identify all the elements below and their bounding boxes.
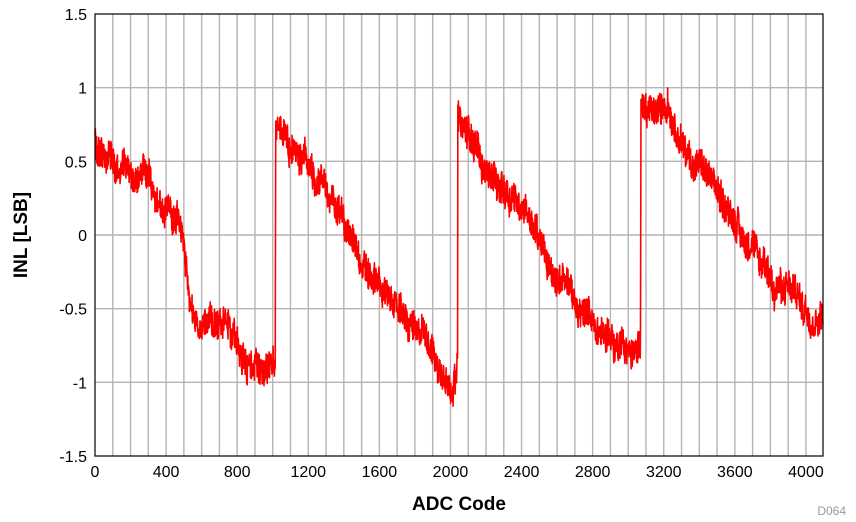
y-tick-label: 0 [78, 228, 87, 245]
x-tick-label: 3200 [646, 464, 682, 481]
x-axis-title: ADC Code [412, 494, 506, 515]
major-grid [95, 86, 823, 384]
x-tick-label: 0 [91, 464, 100, 481]
y-tick-label: 0.5 [65, 154, 87, 171]
inl-series-line-0 [94, 87, 824, 407]
x-tick-label: 800 [224, 464, 251, 481]
y-tick-label: -0.5 [59, 302, 87, 319]
figure-id: D064 [817, 504, 846, 518]
x-tick-label: 2000 [433, 464, 469, 481]
x-tick-label: 1600 [362, 464, 398, 481]
x-tick-label: 400 [153, 464, 180, 481]
x-tick-label: 2800 [575, 464, 611, 481]
x-tick-labels: 0 400 800 1200 1600 2000 2400 2800 3200 3600 4000 [91, 464, 824, 481]
y-tick-label: 1.5 [65, 7, 87, 24]
x-tick-label: 3600 [717, 464, 753, 481]
y-axis-title: INL [LSB] [11, 192, 32, 278]
x-tick-label: 4000 [788, 464, 824, 481]
x-tick-label: 1200 [290, 464, 326, 481]
y-tick-label: -1.5 [59, 449, 87, 466]
y-tick-label: -1 [73, 375, 87, 392]
series-layer [94, 87, 824, 407]
y-tick-labels: -1.5 -1 -0.5 0 0.5 1 1.5 [59, 7, 87, 466]
y-tick-label: 1 [78, 81, 87, 98]
x-tick-label: 2400 [504, 464, 540, 481]
plot-frame [94, 13, 824, 457]
